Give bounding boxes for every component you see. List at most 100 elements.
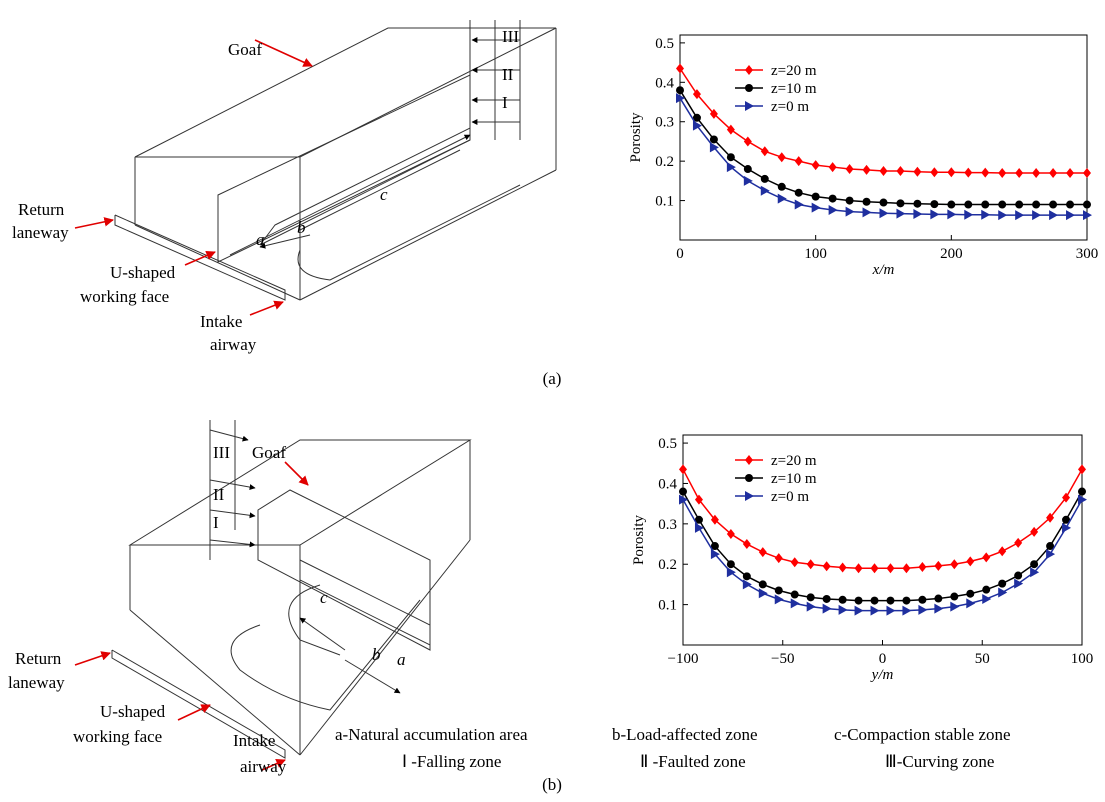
marker [998, 546, 1007, 557]
diagram-b: Goaf III II I c b a Return laneway U-sha… [8, 420, 472, 776]
pointer [74, 651, 111, 666]
marker [838, 604, 848, 615]
marker [774, 594, 784, 605]
marker [886, 605, 896, 616]
marker [726, 124, 735, 135]
marker [845, 196, 854, 205]
marker [934, 560, 943, 571]
marker [918, 562, 927, 573]
marker [896, 199, 905, 208]
marker [794, 199, 804, 210]
label: Goaf [252, 443, 286, 462]
marker [726, 162, 736, 173]
x-tick-label: 300 [1076, 246, 1099, 262]
marker [822, 594, 831, 603]
marker [998, 167, 1007, 178]
label: Return [15, 649, 62, 668]
marker [710, 542, 719, 551]
marker [966, 556, 975, 567]
label: III [502, 27, 519, 46]
label: Intake [233, 731, 275, 750]
marker [981, 209, 991, 220]
marker [870, 563, 879, 574]
marker [806, 559, 815, 570]
laneway [114, 214, 286, 301]
marker [854, 605, 864, 616]
legend-marker [745, 474, 753, 482]
marker [694, 515, 703, 524]
marker [726, 567, 736, 578]
marker [676, 86, 684, 95]
dim-arrow [209, 539, 256, 548]
floor-line [299, 149, 461, 231]
marker [998, 200, 1007, 209]
marker [760, 185, 770, 196]
marker [1015, 167, 1024, 178]
pointer [254, 39, 313, 67]
marker [950, 592, 959, 601]
x-axis-label: x/m [872, 262, 895, 278]
marker [777, 193, 787, 204]
zone-legend: Ⅰ -Falling zone [402, 752, 501, 771]
marker [964, 209, 974, 220]
marker [879, 166, 888, 177]
marker [806, 593, 815, 602]
label: a [397, 650, 406, 669]
legend-label: z=0 m [771, 99, 809, 115]
label: c [380, 185, 388, 204]
marker [742, 579, 752, 590]
marker [862, 197, 871, 206]
zone-legend: Ⅲ-Curving zone [885, 752, 994, 771]
floor-curve [288, 584, 341, 656]
x-tick-label: 200 [940, 246, 963, 262]
diagram-a: Goaf III II I c b a Return laneway U-sha… [12, 20, 557, 354]
legend-label: z=0 m [771, 489, 809, 505]
label: U-shaped [110, 263, 176, 282]
marker [811, 160, 820, 171]
marker [950, 601, 960, 612]
marker [758, 588, 768, 599]
floor-curve [230, 599, 421, 711]
label: II [502, 65, 514, 84]
marker [913, 199, 922, 208]
y-tick-label: 0.3 [658, 517, 677, 533]
marker [913, 208, 923, 219]
y-tick-label: 0.5 [658, 436, 677, 452]
label: Return [18, 200, 65, 219]
marker [1083, 200, 1091, 209]
marker [1078, 494, 1087, 505]
floor-curve [297, 184, 521, 281]
marker [1032, 167, 1041, 178]
plot-frame [679, 34, 1088, 241]
x-tick-label: 100 [1071, 651, 1094, 667]
dim-arrow [259, 234, 311, 249]
label: laneway [8, 673, 65, 692]
line-chart: 0.1 0.2 0.3 0.4 0.5 0 100 200 300 Porosity x/m z=20… [628, 34, 1099, 278]
legend-label: z=20 m [771, 63, 817, 79]
marker [790, 590, 799, 599]
x-tick-label: 0 [676, 246, 684, 262]
marker [1049, 200, 1058, 209]
x-tick-label: 50 [975, 651, 990, 667]
series-line [682, 468, 1083, 570]
label: I [502, 93, 508, 112]
marker [709, 135, 718, 144]
x-tick-label: −100 [668, 651, 699, 667]
marker [982, 585, 991, 594]
marker [934, 603, 944, 614]
marker [743, 136, 752, 147]
marker [1046, 542, 1055, 551]
marker [1015, 210, 1025, 221]
x-tick-label: 0 [879, 651, 887, 667]
marker [774, 553, 783, 564]
marker [676, 63, 684, 74]
marker [806, 601, 816, 612]
dim-arrow [344, 659, 401, 694]
marker [879, 198, 888, 207]
marker [743, 165, 752, 174]
marker [726, 528, 735, 539]
zone-legend: b-Load-affected zone [612, 725, 758, 744]
legend-marker [745, 84, 753, 92]
marker [692, 89, 701, 100]
y-axis-label: Porosity [628, 112, 644, 163]
